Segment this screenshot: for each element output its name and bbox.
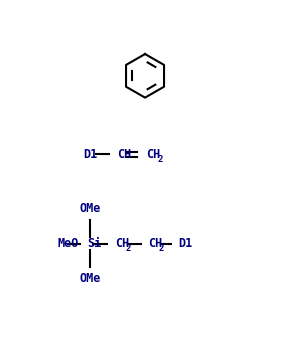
Text: CH: CH	[148, 237, 162, 250]
Text: 2: 2	[159, 244, 164, 253]
Text: MeO: MeO	[57, 237, 79, 250]
Text: D1: D1	[178, 237, 193, 250]
Text: 2: 2	[125, 244, 131, 253]
Text: D1: D1	[84, 148, 98, 161]
Text: OMe: OMe	[80, 272, 101, 285]
Text: 2: 2	[157, 155, 162, 164]
Text: CH: CH	[118, 148, 132, 161]
Text: Si: Si	[87, 237, 101, 250]
Text: CH: CH	[146, 148, 160, 161]
Text: CH: CH	[115, 237, 129, 250]
Text: OMe: OMe	[80, 202, 101, 215]
